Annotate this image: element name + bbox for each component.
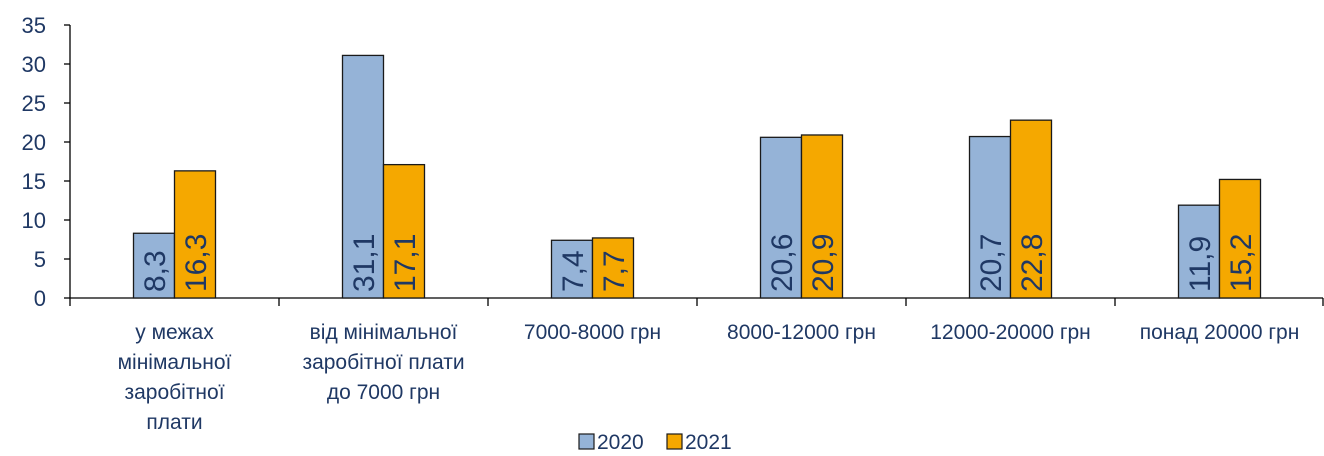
value-label-2021-1: 17,1 (389, 234, 422, 292)
category-label-line: заробітної (124, 381, 224, 404)
category-label-line: від мінімальної (310, 321, 458, 344)
legend: 2020 2021 (578, 431, 732, 454)
value-label-2020-4: 20,7 (975, 234, 1008, 292)
value-label-2021-4: 22,8 (1016, 234, 1049, 292)
bar-2021-0 (173, 170, 217, 299)
category-label-line: плати (146, 411, 202, 434)
value-label-2021-5: 15,2 (1225, 234, 1258, 292)
bars (132, 54, 1262, 299)
y-tick-label: 10 (22, 208, 46, 233)
category-label-line: 12000-20000 грн (930, 321, 1091, 344)
category-labels: у межах мінімальної заробітної плати від мін… (118, 321, 1300, 434)
bar-2020-1 (341, 54, 385, 299)
value-label-2020-3: 20,6 (766, 234, 799, 292)
y-tick-label: 0 (34, 286, 46, 311)
y-tick-label: 15 (22, 169, 46, 194)
value-label-2021-2: 7,7 (598, 250, 631, 292)
y-axis: 0 5 10 15 20 25 30 35 (22, 13, 71, 311)
value-label-2020-5: 11,9 (1184, 236, 1217, 292)
category-label-2: 7000-8000 грн (524, 321, 661, 344)
category-label-3: 8000-12000 грн (727, 321, 876, 344)
value-label-2020-0: 8,3 (139, 250, 172, 292)
value-label-2021-0: 16,3 (180, 234, 213, 292)
category-label-line: понад 20000 грн (1140, 321, 1300, 344)
category-label-line: 8000-12000 грн (727, 321, 876, 344)
bar-2020-4 (968, 135, 1012, 299)
bar-2021-4 (1009, 119, 1053, 299)
y-tick-label: 20 (22, 130, 46, 155)
y-tick-label: 5 (34, 247, 46, 272)
category-label-0: у межах мінімальної заробітної плати (118, 321, 232, 434)
value-label-2020-2: 7,4 (557, 250, 590, 292)
category-label-5: понад 20000 грн (1140, 321, 1300, 344)
y-tick-label: 25 (22, 91, 46, 116)
bar-2021-1 (382, 163, 426, 299)
category-label-line: у межах (135, 321, 214, 344)
x-axis (69, 297, 1324, 306)
bar-2020-0 (132, 232, 176, 299)
category-label-line: до 7000 грн (327, 381, 440, 404)
category-label-line: 7000-8000 грн (524, 321, 661, 344)
value-labels: 8,3 16,3 31,1 17,1 7,4 7,7 20,6 20,9 20,7 22,8 11,… (139, 234, 1258, 292)
bar-2020-3 (759, 136, 803, 299)
category-label-1: від мінімальної заробітної плати до 7000 г… (302, 321, 464, 404)
bar-2021-2 (591, 237, 635, 299)
category-label-4: 12000-20000 грн (930, 321, 1091, 344)
legend-swatch-2021 (666, 433, 683, 450)
bar-2021-5 (1218, 178, 1262, 299)
bar-2021-3 (800, 134, 844, 299)
y-tick-label: 30 (22, 52, 46, 77)
category-label-line: мінімальної (118, 351, 232, 374)
legend-label-2020: 2020 (597, 431, 644, 454)
value-label-2021-3: 20,9 (807, 234, 840, 292)
value-label-2020-1: 31,1 (348, 234, 381, 292)
legend-label-2021: 2021 (685, 431, 732, 454)
y-tick-label: 35 (22, 13, 46, 38)
legend-swatch-2020 (578, 433, 595, 450)
bar-2020-5 (1177, 204, 1221, 299)
category-label-line: заробітної плати (302, 351, 464, 374)
